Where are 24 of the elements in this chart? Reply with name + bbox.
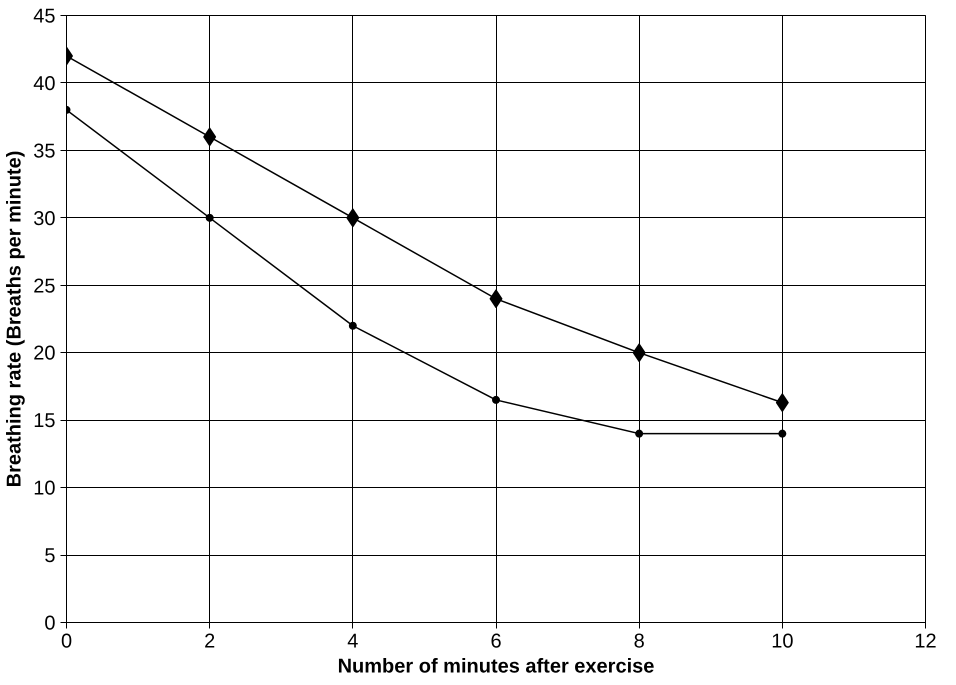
y-tick-label: 40 bbox=[33, 72, 56, 95]
x-tick-label: 6 bbox=[490, 630, 502, 652]
point bbox=[206, 214, 214, 222]
x-tick-label: 8 bbox=[634, 630, 645, 652]
y-tick-label: 5 bbox=[44, 545, 56, 568]
x-tick-label: 10 bbox=[771, 630, 794, 652]
y-tick-label: 45 bbox=[33, 6, 56, 28]
y-tick-label: 20 bbox=[33, 342, 56, 365]
point bbox=[778, 430, 786, 438]
y-tick-label: 25 bbox=[33, 275, 56, 298]
y-tick-label: 30 bbox=[33, 208, 56, 230]
y-axis-title: Breathing rate (Breaths per minute) bbox=[3, 150, 26, 488]
y-tick-label: 0 bbox=[44, 612, 56, 634]
x-tick-label: 12 bbox=[914, 630, 937, 652]
x-axis-title: Number of minutes after exercise bbox=[338, 656, 654, 678]
y-tick-label: 15 bbox=[33, 410, 56, 432]
x-tick-label: 0 bbox=[60, 630, 72, 652]
point bbox=[492, 396, 500, 404]
point bbox=[635, 430, 644, 438]
point bbox=[348, 322, 357, 330]
x-tick-label: 4 bbox=[347, 630, 358, 652]
y-tick-label: 10 bbox=[33, 478, 56, 500]
y-tick-label: 35 bbox=[33, 140, 56, 162]
x-tick-label: 2 bbox=[204, 630, 216, 652]
